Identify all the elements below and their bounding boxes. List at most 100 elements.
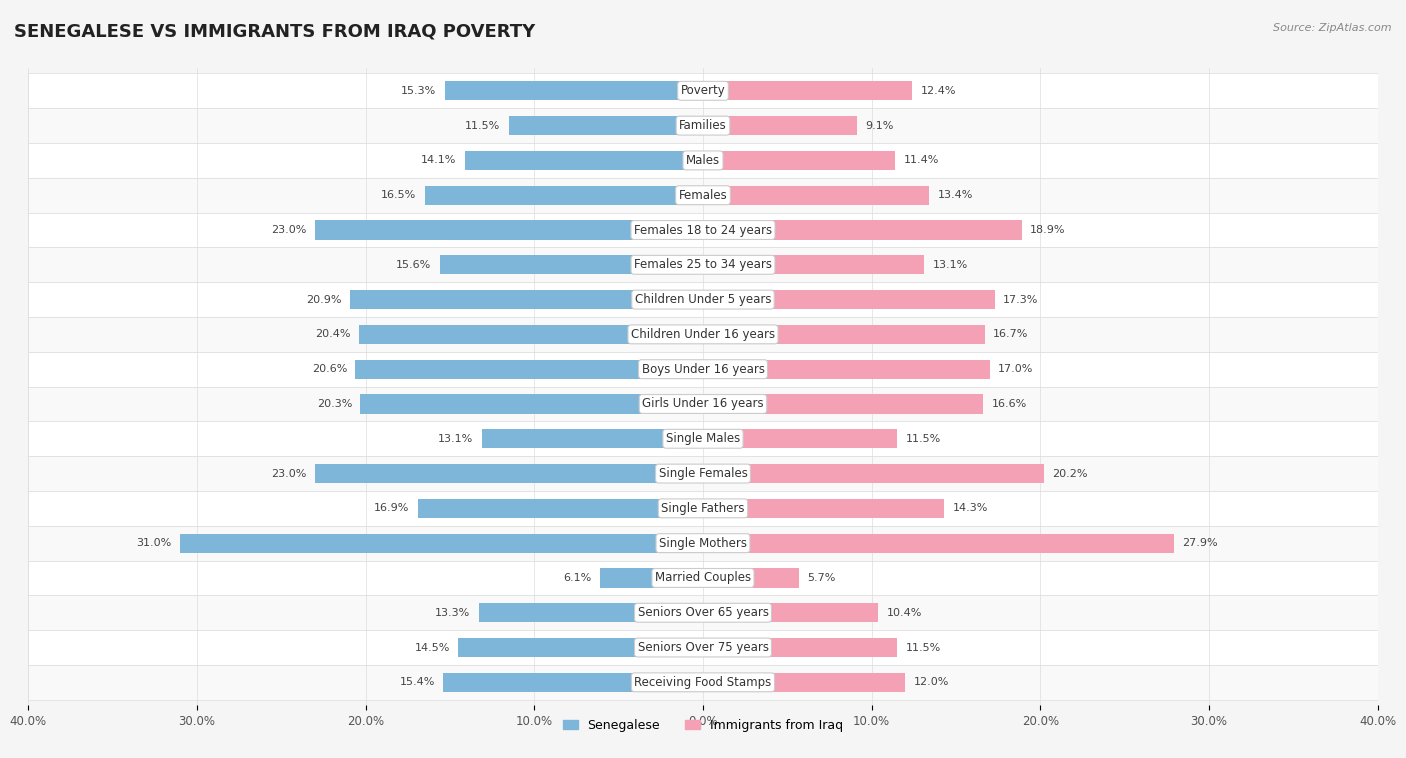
Text: Boys Under 16 years: Boys Under 16 years (641, 362, 765, 376)
Text: Married Couples: Married Couples (655, 572, 751, 584)
Bar (28, 456, 1378, 491)
Text: 9.1%: 9.1% (865, 121, 893, 130)
Text: 20.4%: 20.4% (315, 330, 350, 340)
Text: Poverty: Poverty (681, 84, 725, 97)
Text: 11.4%: 11.4% (904, 155, 939, 165)
Bar (356, 359, 703, 379)
Text: 6.1%: 6.1% (564, 573, 592, 583)
Text: Single Mothers: Single Mothers (659, 537, 747, 550)
Bar (28, 491, 1378, 526)
Bar (703, 81, 912, 100)
Text: 18.9%: 18.9% (1031, 225, 1066, 235)
Text: 13.1%: 13.1% (439, 434, 474, 443)
Bar (444, 81, 703, 100)
Bar (703, 359, 990, 379)
Bar (28, 178, 1378, 212)
Text: Families: Families (679, 119, 727, 132)
Bar (28, 74, 1378, 108)
Text: Single Males: Single Males (666, 432, 740, 445)
Text: Single Females: Single Females (658, 467, 748, 480)
Bar (703, 534, 1174, 553)
Text: 23.0%: 23.0% (271, 468, 307, 478)
Bar (28, 561, 1378, 595)
Bar (703, 673, 905, 692)
Text: 15.6%: 15.6% (396, 260, 432, 270)
Bar (703, 568, 799, 587)
Text: 14.5%: 14.5% (415, 643, 450, 653)
Text: 31.0%: 31.0% (136, 538, 172, 548)
Bar (28, 282, 1378, 317)
Text: 20.6%: 20.6% (312, 364, 347, 374)
Text: 17.0%: 17.0% (998, 364, 1033, 374)
Text: Females 18 to 24 years: Females 18 to 24 years (634, 224, 772, 236)
Text: 20.9%: 20.9% (307, 295, 342, 305)
Bar (360, 394, 703, 414)
Bar (28, 317, 1378, 352)
Text: 13.1%: 13.1% (932, 260, 967, 270)
Text: Females 25 to 34 years: Females 25 to 34 years (634, 258, 772, 271)
Text: Children Under 16 years: Children Under 16 years (631, 328, 775, 341)
Text: 20.3%: 20.3% (316, 399, 352, 409)
Bar (703, 116, 856, 135)
Bar (458, 638, 703, 657)
Text: 11.5%: 11.5% (905, 643, 941, 653)
Bar (703, 290, 995, 309)
Bar (482, 429, 703, 448)
Text: Receiving Food Stamps: Receiving Food Stamps (634, 676, 772, 689)
Text: Children Under 5 years: Children Under 5 years (634, 293, 772, 306)
Bar (478, 603, 703, 622)
Text: Seniors Over 75 years: Seniors Over 75 years (637, 641, 769, 654)
Text: Males: Males (686, 154, 720, 167)
Text: 15.3%: 15.3% (401, 86, 436, 96)
Bar (703, 255, 924, 274)
Bar (703, 638, 897, 657)
Text: 10.4%: 10.4% (887, 608, 922, 618)
Text: 16.6%: 16.6% (991, 399, 1026, 409)
Text: 14.3%: 14.3% (953, 503, 988, 513)
Text: 15.4%: 15.4% (399, 678, 434, 688)
Bar (703, 464, 1043, 483)
Bar (28, 143, 1378, 178)
Text: 17.3%: 17.3% (1004, 295, 1039, 305)
Bar (359, 325, 703, 344)
Text: Females: Females (679, 189, 727, 202)
Text: 20.2%: 20.2% (1052, 468, 1088, 478)
Bar (509, 116, 703, 135)
Bar (28, 108, 1378, 143)
Bar (703, 325, 984, 344)
Bar (315, 464, 703, 483)
Text: 12.0%: 12.0% (914, 678, 949, 688)
Bar (600, 568, 703, 587)
Text: 16.9%: 16.9% (374, 503, 409, 513)
Text: 14.1%: 14.1% (422, 155, 457, 165)
Bar (425, 186, 703, 205)
Text: 13.3%: 13.3% (434, 608, 470, 618)
Text: 27.9%: 27.9% (1182, 538, 1218, 548)
Text: 5.7%: 5.7% (807, 573, 837, 583)
Text: 11.5%: 11.5% (905, 434, 941, 443)
Bar (703, 394, 983, 414)
Text: Source: ZipAtlas.com: Source: ZipAtlas.com (1274, 23, 1392, 33)
Legend: Senegalese, Immigrants from Iraq: Senegalese, Immigrants from Iraq (558, 714, 848, 737)
Bar (418, 499, 703, 518)
Bar (28, 630, 1378, 665)
Bar (28, 387, 1378, 421)
Text: 16.5%: 16.5% (381, 190, 416, 200)
Text: 12.4%: 12.4% (921, 86, 956, 96)
Bar (443, 673, 703, 692)
Bar (28, 665, 1378, 700)
Bar (28, 352, 1378, 387)
Text: 11.5%: 11.5% (465, 121, 501, 130)
Bar (440, 255, 703, 274)
Bar (28, 421, 1378, 456)
Bar (703, 186, 929, 205)
Bar (703, 603, 879, 622)
Text: Girls Under 16 years: Girls Under 16 years (643, 397, 763, 411)
Bar (703, 499, 945, 518)
Bar (703, 429, 897, 448)
Text: 16.7%: 16.7% (993, 330, 1029, 340)
Bar (703, 221, 1022, 240)
Text: SENEGALESE VS IMMIGRANTS FROM IRAQ POVERTY: SENEGALESE VS IMMIGRANTS FROM IRAQ POVER… (14, 23, 536, 41)
Bar (28, 595, 1378, 630)
Bar (465, 151, 703, 170)
